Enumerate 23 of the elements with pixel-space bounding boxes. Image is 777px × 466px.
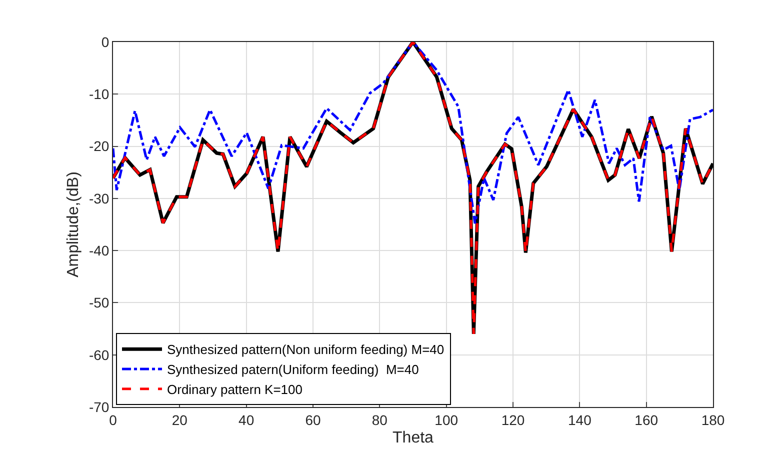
x-tick-label: 140 (568, 412, 592, 428)
y-tick-label: -20 (88, 138, 110, 154)
y-tick-label: -40 (88, 242, 110, 258)
legend-label: Ordinary pattern K=100 (167, 382, 302, 397)
line-series (113, 42, 713, 225)
legend-label: Synthesized patern(Uniform feeding) M=40 (167, 362, 419, 378)
x-tick-label: 100 (434, 412, 458, 428)
y-axis-title: Amplitude,(dB) (64, 172, 82, 278)
x-axis-title: Theta (392, 430, 434, 446)
y-tick-label: -30 (88, 190, 110, 206)
x-tick-label: 180 (701, 412, 725, 428)
x-tick-label: 40 (238, 412, 254, 428)
y-tick-label: -70 (88, 398, 110, 415)
x-tick-label: 80 (372, 412, 388, 428)
x-tick-label: 120 (501, 412, 525, 428)
y-tick-label: -60 (88, 346, 110, 363)
y-tick-label: -50 (88, 294, 110, 311)
y-tick-label: -10 (88, 86, 110, 102)
legend-label: Synthesized pattern(Non uniform feeding) M=40 (167, 342, 444, 358)
x-tick-label: 160 (634, 412, 658, 428)
y-tick-label: 0 (101, 34, 110, 50)
x-tick-label: 60 (305, 412, 321, 428)
x-tick-label: 20 (172, 412, 188, 428)
